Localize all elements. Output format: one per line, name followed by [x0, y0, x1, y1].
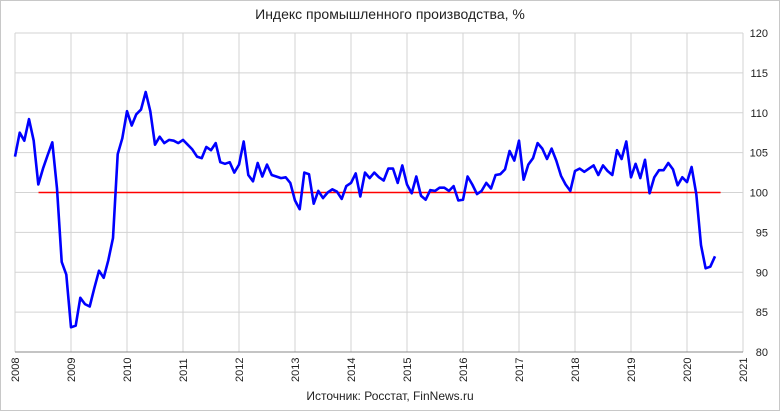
- x-tick-label: 2016: [458, 358, 470, 382]
- series-line: [13, 90, 717, 329]
- y-tick-label: 105: [750, 148, 768, 160]
- x-tick-label: 2011: [178, 358, 190, 382]
- x-tick-label: 2009: [66, 358, 78, 382]
- y-axis-tick-labels: 80 85 90 95 100 105 110 115 120: [750, 28, 768, 359]
- x-tick-label: 2010: [122, 358, 134, 382]
- x-tick-label: 2020: [682, 358, 694, 382]
- x-tick-label: 2015: [402, 358, 414, 382]
- x-tick-label: 2012: [234, 358, 246, 382]
- x-tick-label: 2021: [738, 358, 750, 382]
- x-axis-tick-labels: 2008 2009 2010 2011 2012 2013 2014 2015 2016 2017…: [10, 358, 750, 382]
- y-tick-label: 85: [756, 307, 768, 319]
- source-note: Источник: Росстат, FinNews.ru: [306, 389, 474, 403]
- y-tick-label: 120: [750, 28, 768, 40]
- y-tick-label: 95: [756, 227, 768, 239]
- y-tick-label: 100: [750, 188, 768, 200]
- y-tick-label: 110: [750, 108, 768, 120]
- x-tick-label: 2017: [514, 358, 526, 382]
- y-tick-label: 115: [750, 68, 768, 80]
- series-group: [13, 90, 717, 329]
- y-tick-label: 90: [756, 267, 768, 279]
- chart-title: Индекс промышленного производства, %: [255, 6, 525, 22]
- x-tick-label: 2018: [570, 358, 582, 382]
- x-tick-label: 2013: [290, 358, 302, 382]
- x-tick-label: 2019: [626, 358, 638, 382]
- x-tick-label: 2014: [346, 358, 358, 382]
- y-tick-label: 80: [756, 347, 768, 359]
- x-tick-label: 2008: [10, 358, 22, 382]
